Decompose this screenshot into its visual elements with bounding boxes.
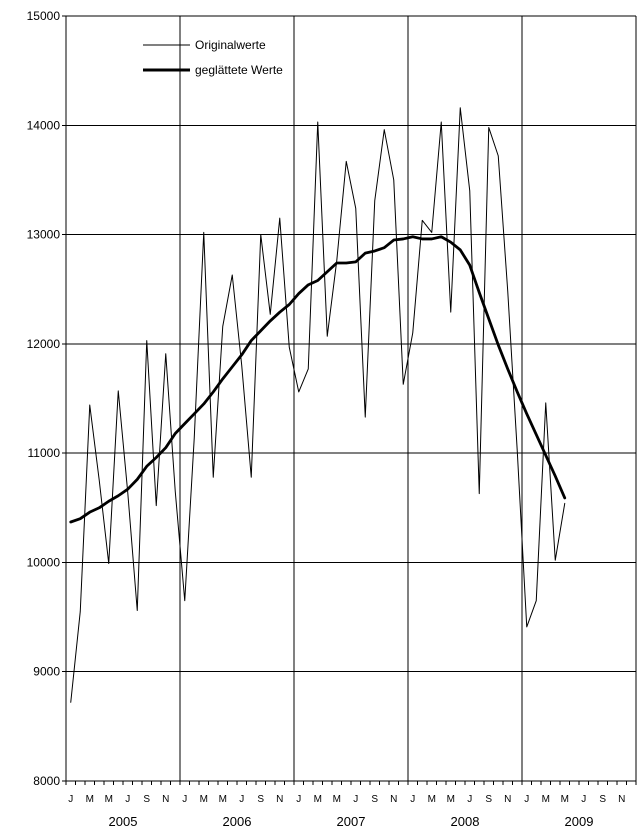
month-label: M	[542, 794, 550, 805]
month-label: J	[353, 794, 358, 805]
series-line-original	[70, 107, 566, 703]
month-label: N	[618, 794, 625, 805]
month-label: M	[428, 794, 436, 805]
month-label: M	[333, 794, 341, 805]
month-label: S	[599, 794, 606, 805]
month-label: S	[257, 794, 264, 805]
series-line-smoothed	[69, 235, 567, 524]
month-label: M	[314, 794, 322, 805]
month-label: N	[390, 794, 397, 805]
y-tick-label: 10000	[27, 555, 61, 569]
month-label: J	[125, 794, 130, 805]
month-label: M	[86, 794, 94, 805]
month-label: S	[371, 794, 378, 805]
y-tick-label: 12000	[27, 337, 61, 351]
month-label: J	[182, 794, 187, 805]
month-label: S	[143, 794, 150, 805]
month-label: N	[162, 794, 169, 805]
year-label: 2008	[451, 814, 480, 829]
series-lines	[69, 107, 567, 703]
year-label: 2007	[337, 814, 366, 829]
grid-lines	[66, 15, 636, 782]
month-label: J	[524, 794, 529, 805]
y-tick-label: 9000	[33, 665, 60, 679]
month-label: N	[276, 794, 283, 805]
year-label: 2006	[223, 814, 252, 829]
month-label: M	[200, 794, 208, 805]
year-label: 2009	[565, 814, 594, 829]
axes: 8000 9000 10000 11000 12000 13000 14000 15000 J M…	[27, 9, 637, 829]
month-label: J	[68, 794, 73, 805]
legend-label-original: Originalwerte	[195, 38, 266, 52]
y-tick-label: 15000	[27, 9, 61, 23]
month-label: M	[105, 794, 113, 805]
y-tick-label: 8000	[33, 774, 60, 788]
month-label: J	[467, 794, 472, 805]
legend-label-smoothed: geglättete Werte	[195, 63, 283, 77]
month-label: M	[219, 794, 227, 805]
month-label: M	[447, 794, 455, 805]
month-label: J	[296, 794, 301, 805]
y-tick-label: 13000	[27, 228, 61, 242]
month-label: N	[504, 794, 511, 805]
month-label: M	[561, 794, 569, 805]
month-label: J	[581, 794, 586, 805]
legend: Originalwerte geglättete Werte	[143, 38, 283, 77]
y-tick-label: 14000	[27, 118, 61, 132]
year-label: 2005	[109, 814, 138, 829]
month-label: S	[485, 794, 492, 805]
month-label: J	[410, 794, 415, 805]
y-tick-label: 11000	[28, 446, 61, 460]
month-label: J	[239, 794, 244, 805]
